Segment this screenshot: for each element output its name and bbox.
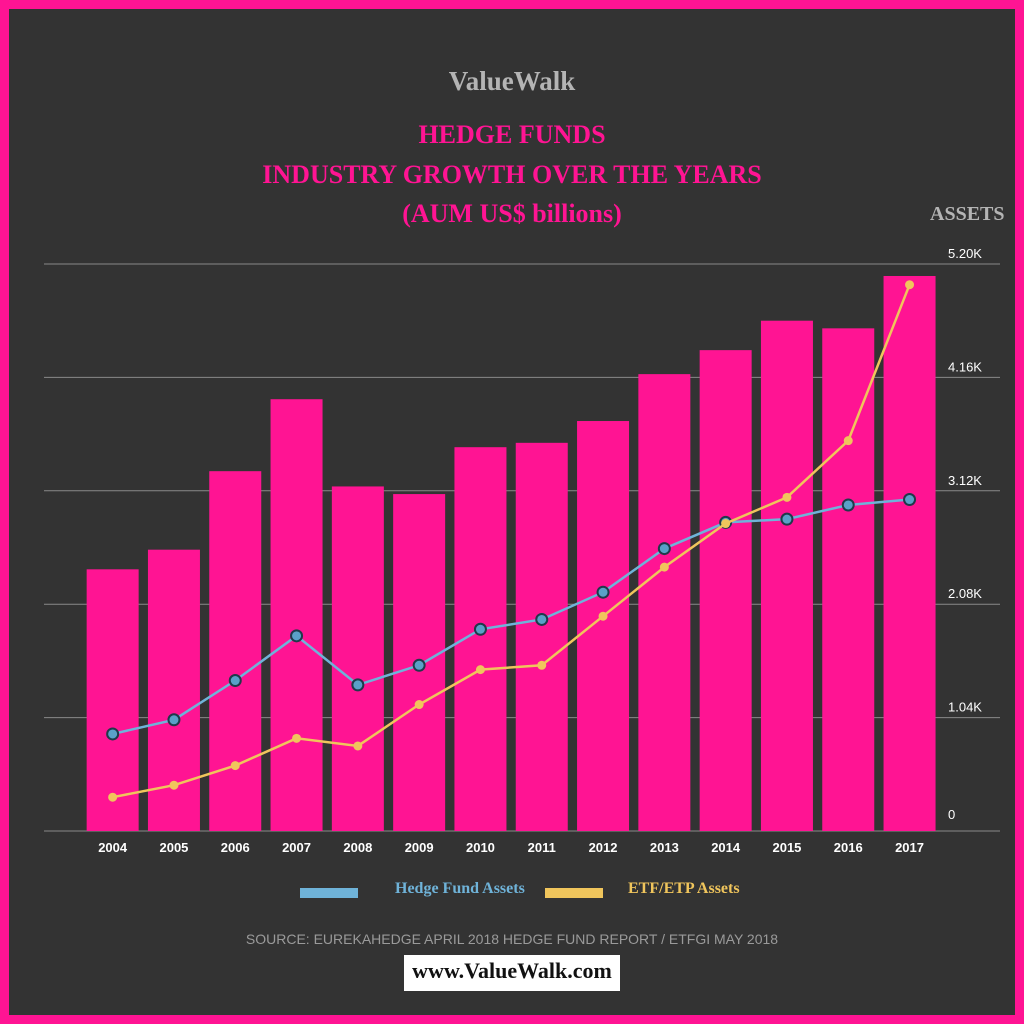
x-tick-label-2015: 2015 [772,840,801,855]
chart-title-line-3: (AUM US$ billions) [402,199,622,228]
bar-2013 [638,374,691,831]
source-note: SOURCE: EUREKAHEDGE APRIL 2018 HEDGE FUN… [245,931,779,947]
point-etf-2008 [353,741,363,751]
y-tick-label-5: 5.20K [948,246,982,261]
series-line-etf [112,284,911,799]
brand-logo-text: ValueWalk [448,66,576,96]
point-hedge-fund-2007 [290,629,304,643]
series-line-hedge-fund [112,498,910,736]
bar-2006 [209,471,262,831]
bar-2011 [515,442,568,831]
point-etf-2015 [782,492,792,502]
point-hedge-fund-2004 [106,727,120,741]
legend-swatch-etf [545,888,603,898]
x-tick-label-2010: 2010 [466,840,495,855]
chart-title-line-1: HEDGE FUNDS [418,120,606,149]
bar-2014 [699,350,752,831]
point-etf-2014 [721,519,731,529]
point-hedge-fund-2015 [780,512,794,526]
point-hedge-fund-2009 [412,658,426,672]
point-hedge-fund-2016 [841,498,855,512]
bar-2008 [331,486,384,831]
bar-2017 [883,275,936,831]
y-tick-label-4: 4.16K [948,359,982,374]
point-hedge-fund-2017 [903,493,917,507]
bar-2007 [270,399,323,831]
x-tick-label-2007: 2007 [282,840,311,855]
point-hedge-fund-2011 [535,612,549,626]
chart-title-line-2: INDUSTRY GROWTH OVER THE YEARS [262,160,762,189]
website-url[interactable]: www.ValueWalk.com [412,958,612,983]
point-hedge-fund-2005 [167,713,181,727]
x-tick-label-2012: 2012 [589,840,618,855]
point-etf-2012 [598,611,608,621]
point-hedge-fund-2010 [473,622,487,636]
x-tick-label-2016: 2016 [834,840,863,855]
point-etf-2004 [108,792,118,802]
legend-label-hedge-fund: Hedge Fund Assets [395,880,525,897]
legend-label-etf: ETF/ETP Assets [628,880,740,897]
point-hedge-fund-2006 [228,674,242,688]
point-etf-2006 [230,761,240,771]
point-etf-2007 [292,733,302,743]
y-tick-label-3: 3.12K [948,473,982,488]
y-tick-label-0: 0 [948,807,955,822]
point-etf-2017 [905,280,915,290]
x-tick-label-2009: 2009 [405,840,434,855]
point-etf-2009 [414,700,424,710]
x-tick-label-2006: 2006 [221,840,250,855]
x-tick-label-2008: 2008 [343,840,372,855]
point-etf-2016 [843,436,853,446]
x-tick-label-2014: 2014 [711,840,741,855]
x-tick-label-2017: 2017 [895,840,924,855]
x-tick-label-2004: 2004 [98,840,128,855]
point-etf-2005 [169,780,179,790]
legend-swatch-hedge-fund [300,888,358,898]
x-tick-label-2011: 2011 [528,840,556,855]
point-hedge-fund-2008 [351,678,365,692]
point-etf-2010 [475,665,485,675]
bar-2016 [822,328,875,831]
y-tick-label-1: 1.04K [948,700,982,715]
url-banner [404,955,620,991]
point-etf-2013 [659,562,669,572]
x-tick-label-2013: 2013 [650,840,679,855]
point-etf-2011 [537,660,547,670]
bar-2012 [577,421,630,831]
bar-2015 [760,320,813,831]
bar-2004 [86,569,139,831]
y-axis-title: ASSETS [930,203,1005,225]
point-hedge-fund-2012 [596,585,610,599]
point-hedge-fund-2013 [657,542,671,556]
y-tick-label-2: 2.08K [948,586,982,601]
x-tick-label-2005: 2005 [159,840,188,855]
